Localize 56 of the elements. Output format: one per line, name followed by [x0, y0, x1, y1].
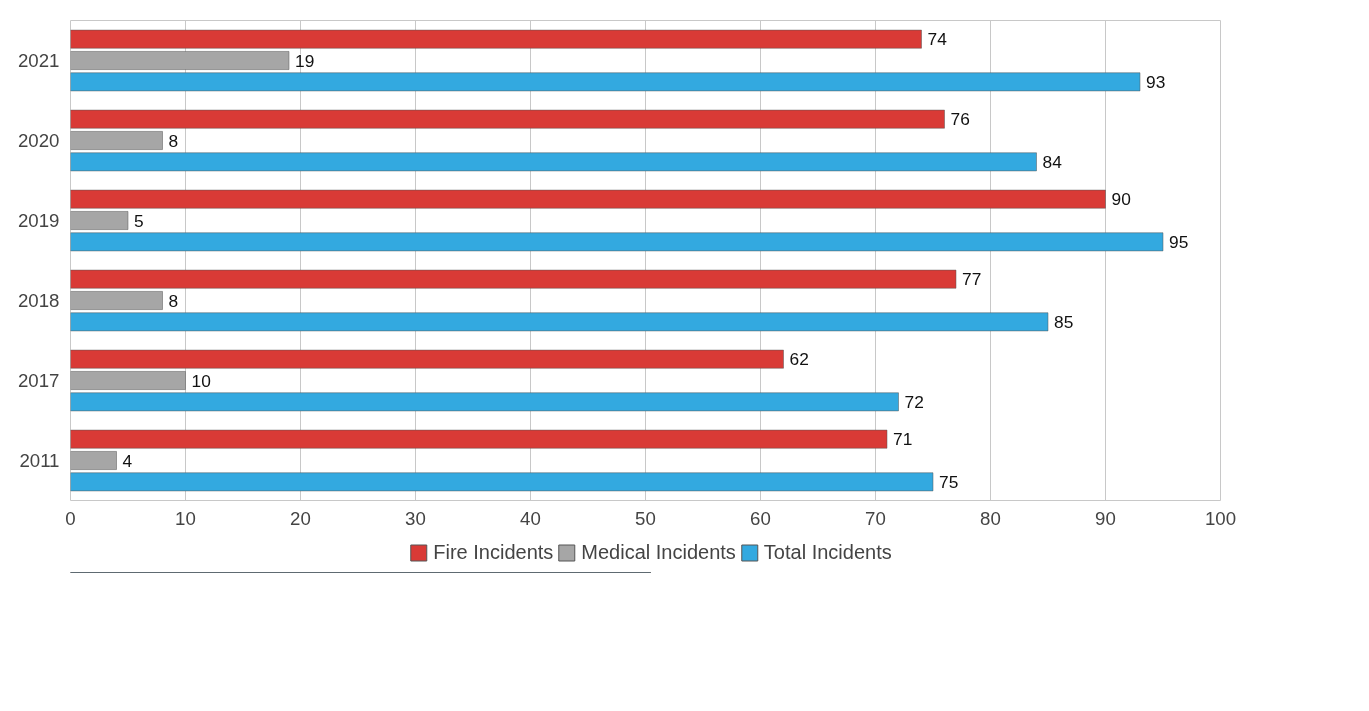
- bar: [70, 152, 1037, 172]
- legend-label: Total Incidents: [763, 540, 892, 564]
- x-tick-label: 10: [175, 507, 196, 529]
- y-tick-label: 2019: [18, 210, 60, 231]
- y-tick-label: 2011: [19, 450, 60, 471]
- data-label: 77: [962, 269, 982, 290]
- data-label: 72: [904, 391, 924, 412]
- bar: [70, 291, 163, 310]
- bar: [70, 232, 1164, 252]
- data-label: 76: [950, 109, 970, 130]
- data-label: 90: [1111, 189, 1131, 210]
- x-tick-label: 90: [1095, 507, 1116, 529]
- y-tick-label: 2018: [18, 290, 60, 311]
- bar: [70, 269, 957, 289]
- bar: [70, 29, 922, 49]
- y-tick-label: 2017: [18, 370, 60, 391]
- data-label: 74: [927, 29, 948, 50]
- data-label: 8: [168, 130, 179, 151]
- bar: [70, 312, 1049, 332]
- legend-label: Medical Incidents: [581, 540, 736, 564]
- bar: [70, 371, 186, 390]
- data-label: 93: [1146, 71, 1166, 92]
- bar: [70, 392, 899, 412]
- bar: [70, 451, 117, 470]
- bar: [70, 429, 888, 449]
- bar: [70, 189, 1106, 209]
- data-label: 5: [134, 210, 144, 231]
- bar: [70, 211, 129, 230]
- y-tick-label: 2021: [18, 50, 60, 71]
- x-tick-label: 30: [405, 507, 426, 529]
- legend-label: Fire Incidents: [433, 540, 554, 564]
- data-label: 10: [191, 370, 211, 391]
- x-tick-label: 100: [1204, 507, 1237, 529]
- data-label: 71: [893, 429, 913, 450]
- data-label: 19: [295, 50, 315, 71]
- data-label: 75: [939, 471, 959, 492]
- data-label: 95: [1169, 231, 1189, 252]
- bar: [70, 131, 163, 150]
- x-tick-label: 0: [65, 507, 76, 529]
- data-label: 85: [1054, 311, 1074, 332]
- bar: [70, 72, 1141, 92]
- x-tick-label: 80: [980, 507, 1001, 529]
- x-tick-label: 70: [865, 507, 886, 529]
- bar: [70, 51, 290, 70]
- data-label: 84: [1042, 151, 1063, 172]
- bar: [70, 109, 945, 129]
- data-label: 8: [168, 290, 179, 311]
- x-tick-label: 40: [520, 507, 541, 529]
- bar: [70, 349, 784, 369]
- x-tick-label: 60: [750, 507, 771, 529]
- bar: [70, 472, 934, 492]
- x-tick-label: 20: [290, 507, 311, 529]
- data-label: 62: [789, 349, 809, 370]
- x-tick-label: 50: [635, 507, 656, 529]
- y-tick-label: 2020: [18, 130, 60, 151]
- data-label: 4: [122, 450, 133, 471]
